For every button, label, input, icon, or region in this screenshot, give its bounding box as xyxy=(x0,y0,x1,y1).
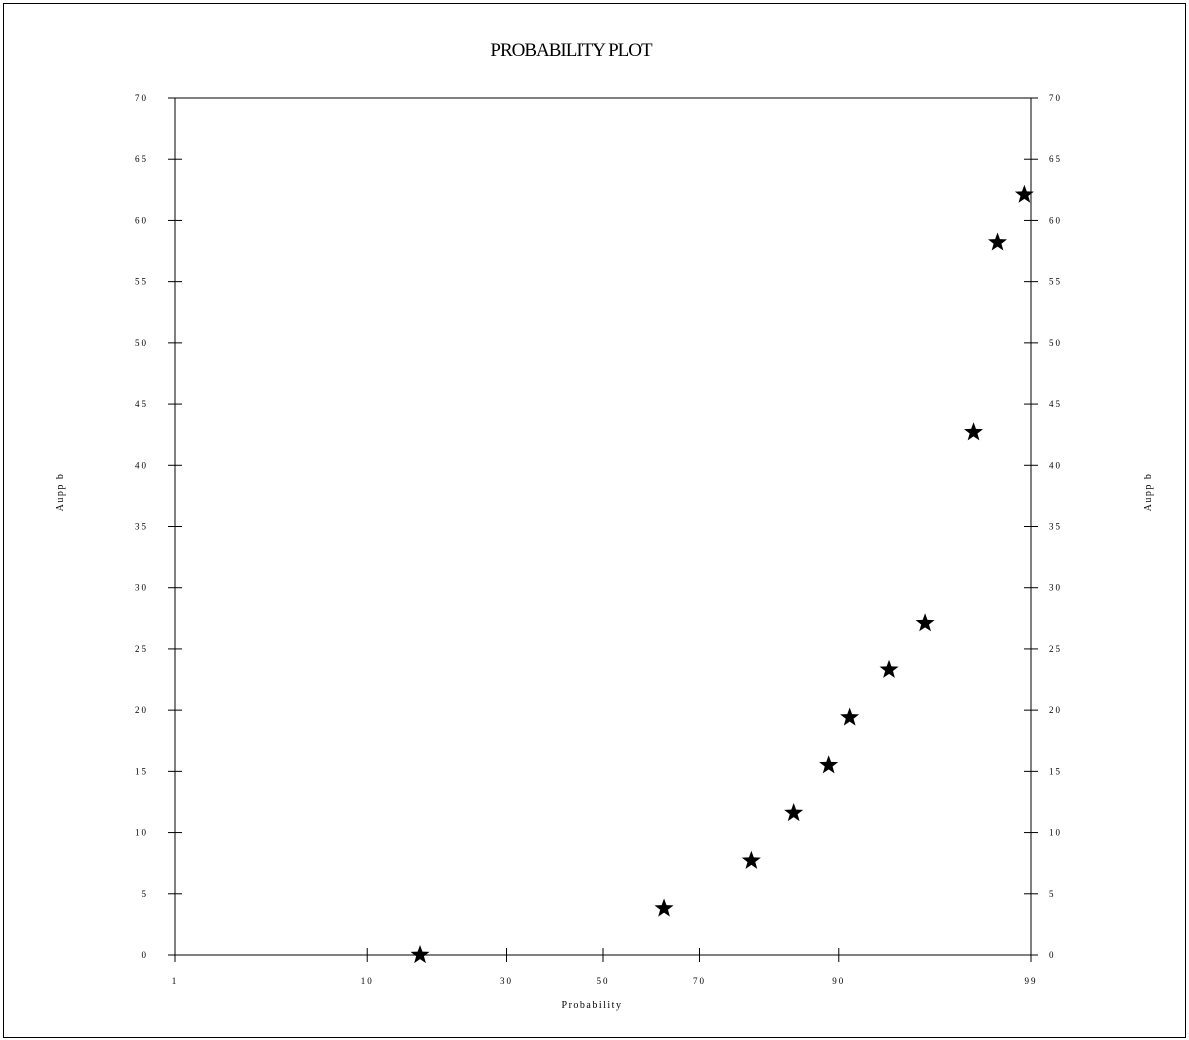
data-point-star xyxy=(988,232,1008,251)
y-tick-label-right: 65 xyxy=(1049,154,1062,164)
y-tick-label-right: 55 xyxy=(1049,277,1062,287)
x-tick-label: 99 xyxy=(1025,976,1038,986)
data-point-star xyxy=(819,755,839,774)
y-tick-label-right: 25 xyxy=(1049,644,1062,654)
data-point-star xyxy=(840,707,860,726)
x-tick-label: 70 xyxy=(693,976,706,986)
y-tick-label-right: 40 xyxy=(1049,460,1062,470)
y-tick-label-left: 70 xyxy=(135,93,148,103)
y-tick-label-right: 50 xyxy=(1049,338,1062,348)
x-axis-label: Probability xyxy=(562,1000,623,1011)
chart-title: PROBABILITY PLOT xyxy=(490,40,653,61)
y-axis-left: 0 5 10 15 20 25 30 35 40 45 50 55 60 65 70 xyxy=(135,93,182,960)
y-tick-label-right: 70 xyxy=(1049,93,1062,103)
data-point-star xyxy=(410,945,430,964)
y-tick-label-left: 20 xyxy=(135,705,148,715)
data-points xyxy=(410,184,1034,964)
y-axis-right: 0 5 10 15 20 25 30 35 40 45 50 55 60 65 70 xyxy=(1024,93,1062,960)
data-point-star xyxy=(784,802,804,822)
x-tick-label: 30 xyxy=(500,976,513,986)
y-tick-label-right: 0 xyxy=(1049,950,1056,960)
y-tick-label-left: 0 xyxy=(142,950,149,960)
y-tick-label-left: 10 xyxy=(135,828,148,838)
y-tick-label-left: 60 xyxy=(135,215,148,225)
plot-area xyxy=(174,97,1032,956)
y-tick-label-right: 5 xyxy=(1049,889,1056,899)
y-tick-label-right: 45 xyxy=(1049,399,1062,409)
y-tick-label-right: 20 xyxy=(1049,705,1062,715)
y-tick-label-right: 35 xyxy=(1049,522,1062,532)
y-tick-label-left: 15 xyxy=(135,766,148,776)
chart-frame xyxy=(3,3,1186,1038)
y-tick-label-left: 45 xyxy=(135,399,148,409)
y-tick-label-left: 50 xyxy=(135,338,148,348)
y-tick-label-right: 30 xyxy=(1049,583,1062,593)
x-tick-label: 90 xyxy=(832,976,845,986)
data-point-star xyxy=(741,850,761,869)
data-point-star xyxy=(879,659,899,678)
y-tick-label-left: 5 xyxy=(142,889,149,899)
x-tick-label: 50 xyxy=(597,976,610,986)
y-tick-label-right: 10 xyxy=(1049,828,1062,838)
y-tick-label-left: 40 xyxy=(135,460,148,470)
x-tick-label: 1 xyxy=(172,976,179,986)
y-tick-label-right: 60 xyxy=(1049,215,1062,225)
y-tick-label-left: 55 xyxy=(135,277,148,287)
y-axis-label-right: Aupp b xyxy=(1143,473,1154,512)
data-point-star xyxy=(915,613,935,632)
data-point-star xyxy=(1014,184,1034,203)
y-axis-label-left: Aupp b xyxy=(55,473,66,512)
data-point-star xyxy=(654,898,674,917)
x-axis: 1 10 30 50 70 90 99 xyxy=(172,948,1038,986)
y-tick-label-left: 30 xyxy=(135,583,148,593)
x-tick-label: 10 xyxy=(361,976,374,986)
data-point-star xyxy=(964,422,984,441)
y-tick-label-left: 25 xyxy=(135,644,148,654)
y-tick-label-left: 35 xyxy=(135,522,148,532)
y-tick-label-right: 15 xyxy=(1049,766,1062,776)
y-tick-label-left: 65 xyxy=(135,154,148,164)
